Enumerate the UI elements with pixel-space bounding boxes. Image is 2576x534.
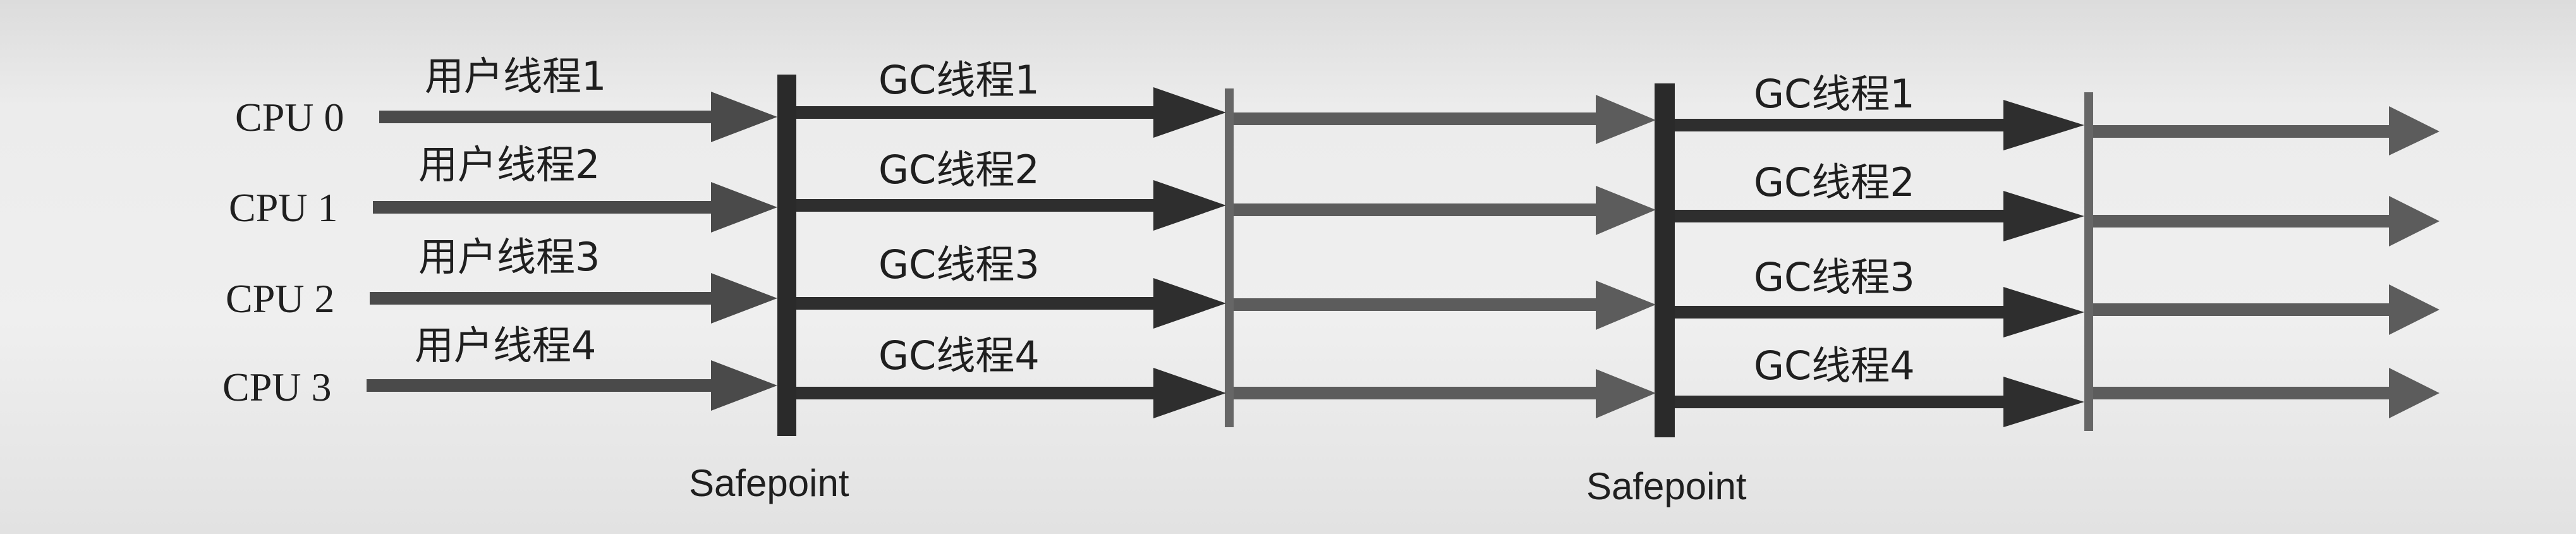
- arrow-row-1: [373, 180, 2439, 246]
- user-thread-arrow-cpu0: [379, 92, 777, 142]
- post-gc-arrow-a-cpu2: [1234, 281, 1656, 330]
- gc-thread-arrow-b-cpu0: [1675, 100, 2084, 150]
- post-gc-arrow-a-cpu3: [1234, 369, 1656, 418]
- gc-thread-label-a-3: GC线程4: [878, 332, 1040, 379]
- user-thread-label-0: 用户线程1: [425, 53, 606, 99]
- post-gc-arrow-a-cpu1: [1234, 186, 1656, 235]
- safepoint-barrier-2: [1655, 83, 1675, 437]
- user-thread-label-1: 用户线程2: [418, 142, 600, 188]
- cpu-label-1: CPU 1: [229, 185, 338, 230]
- safepoint-label-2: Safepoint: [1586, 465, 1747, 507]
- gc-thread-arrow-b-cpu1: [1675, 191, 2084, 241]
- user-thread-arrow-cpu3: [367, 360, 777, 411]
- gc-thread-arrow-a-cpu3: [796, 368, 1226, 418]
- safepoint-label-1: Safepoint: [689, 462, 849, 504]
- gc-thread-label-b-0: GC线程1: [1754, 71, 1915, 117]
- cpu-label-3: CPU 3: [222, 365, 332, 410]
- gc-thread-arrow-a-cpu0: [796, 87, 1226, 138]
- cpu-label-0: CPU 0: [235, 95, 344, 140]
- gc-thread-label-a-2: GC线程3: [878, 241, 1040, 288]
- user-thread-arrow-cpu2: [370, 273, 777, 324]
- user-thread-label-3: 用户线程4: [415, 322, 596, 368]
- gc-thread-arrow-b-cpu3: [1675, 377, 2084, 427]
- user-thread-label-2: 用户线程3: [418, 234, 600, 280]
- user-thread-arrow-cpu1: [373, 182, 777, 233]
- gc-thread-label-a-0: GC线程1: [878, 57, 1040, 103]
- segment-barrier-2: [2084, 92, 2093, 431]
- gc-thread-label-b-1: GC线程2: [1754, 159, 1915, 205]
- gc-thread-arrow-a-cpu1: [796, 180, 1226, 231]
- safepoint-barrier-1: [777, 75, 796, 436]
- post-gc-arrow-a-cpu0: [1234, 95, 1656, 144]
- arrow-row-3: [367, 360, 2439, 427]
- segment-barrier-1: [1225, 88, 1234, 427]
- arrow-row-2: [370, 273, 2439, 337]
- gc-thread-label-b-3: GC线程4: [1754, 343, 1915, 389]
- gc-thread-label-a-1: GC线程2: [878, 147, 1040, 193]
- gc-thread-arrow-a-cpu2: [796, 278, 1226, 329]
- cpu-label-2: CPU 2: [226, 276, 335, 321]
- post-gc-arrow-b-cpu1: [2093, 196, 2439, 246]
- gc-thread-label-b-2: GC线程3: [1754, 254, 1915, 300]
- post-gc-arrow-b-cpu2: [2093, 284, 2439, 335]
- post-gc-arrow-b-cpu3: [2093, 368, 2439, 418]
- gc-thread-arrow-b-cpu2: [1675, 287, 2084, 337]
- post-gc-arrow-b-cpu0: [2093, 106, 2439, 155]
- arrow-row-0: [379, 87, 2439, 155]
